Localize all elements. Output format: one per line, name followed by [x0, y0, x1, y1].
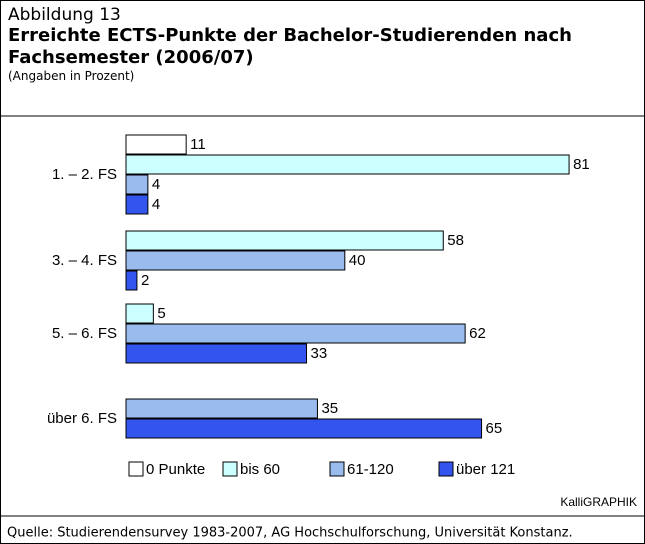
category-label: 1. – 2. FS [52, 166, 117, 183]
bar [125, 174, 149, 195]
bar [125, 230, 444, 251]
chart-subtitle: (Angaben in Prozent) [8, 69, 135, 83]
bar [125, 418, 483, 439]
legend-swatch [438, 461, 454, 477]
legend-swatch [329, 461, 345, 477]
legend-label: über 121 [456, 461, 515, 478]
value-label: 81 [573, 156, 590, 173]
category-label: 5. – 6. FS [52, 325, 117, 342]
value-label: 58 [447, 232, 464, 249]
bar [125, 134, 187, 155]
bar [125, 398, 318, 419]
bar [125, 323, 466, 344]
category-label: über 6. FS [47, 410, 117, 427]
value-label: 65 [486, 420, 503, 437]
legend-swatch [128, 461, 144, 477]
figure-label: Abbildung 13 [8, 5, 121, 25]
bar [125, 303, 154, 324]
value-label: 11 [190, 136, 206, 153]
category-label: 3. – 4. FS [52, 252, 117, 269]
value-label: 4 [152, 196, 160, 213]
value-label: 5 [157, 305, 165, 322]
value-label: 33 [311, 345, 328, 362]
legend-swatch [222, 461, 238, 477]
credit: KalliGRAPHIK [560, 495, 637, 509]
bar [125, 154, 570, 175]
header: Abbildung 13 Erreichte ECTS-Punkte der B… [8, 5, 608, 83]
source: Quelle: Studierendensurvey 1983-2007, AG… [7, 526, 573, 541]
chart-title: Erreichte ECTS-Punkte der Bachelor-Studi… [8, 25, 572, 68]
bar [125, 250, 346, 271]
value-label: 4 [152, 176, 160, 193]
legend-label: 61-120 [347, 461, 394, 478]
bar [125, 194, 149, 215]
value-label: 35 [321, 400, 338, 417]
value-label: 62 [469, 325, 486, 342]
value-label: 2 [141, 272, 149, 289]
bar [125, 343, 308, 364]
bar [125, 270, 138, 291]
legend-label: 0 Punkte [146, 461, 205, 478]
legend-label: bis 60 [240, 461, 280, 478]
value-label: 40 [349, 252, 366, 269]
